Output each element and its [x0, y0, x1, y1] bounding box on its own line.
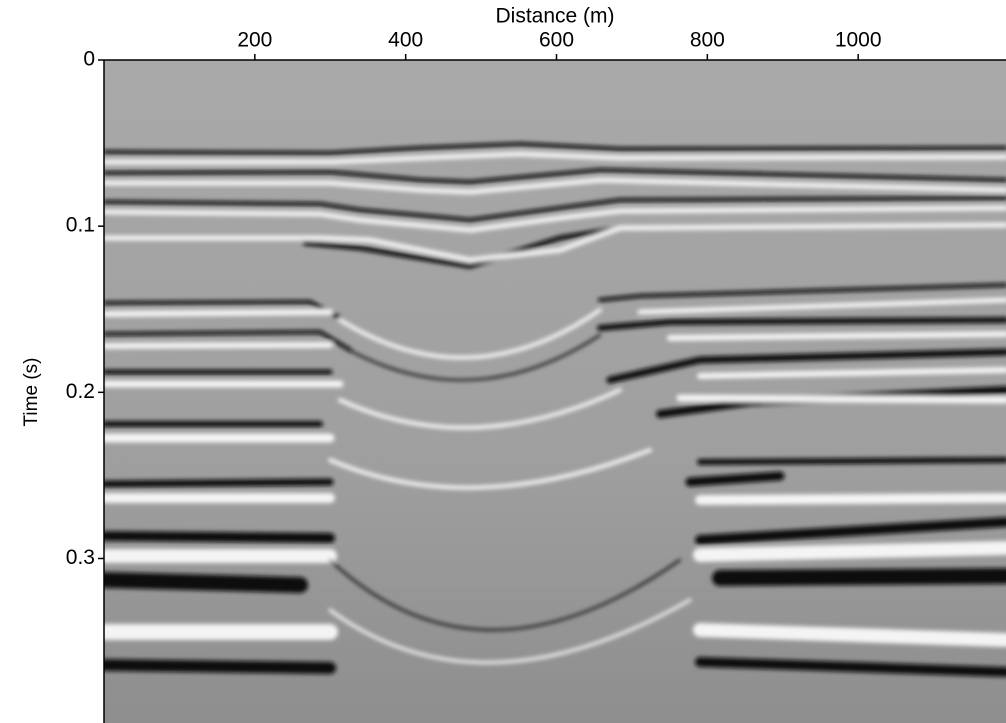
y-tick-label: 0 [83, 48, 95, 71]
x-tick-label: 600 [539, 29, 574, 52]
x-tick-label: 200 [237, 29, 272, 52]
y-tick-label: 0.1 [66, 214, 95, 237]
y-tick-label: 0.3 [66, 546, 95, 569]
x-tick-label: 1000 [835, 29, 882, 52]
seismic-image [104, 60, 1006, 723]
x-axis-title: Distance (m) [495, 5, 614, 28]
x-tick-label: 400 [388, 29, 423, 52]
y-tick-label: 0.2 [66, 380, 95, 403]
y-axis-title: Time (s) [21, 358, 42, 427]
x-tick-label: 800 [690, 29, 725, 52]
